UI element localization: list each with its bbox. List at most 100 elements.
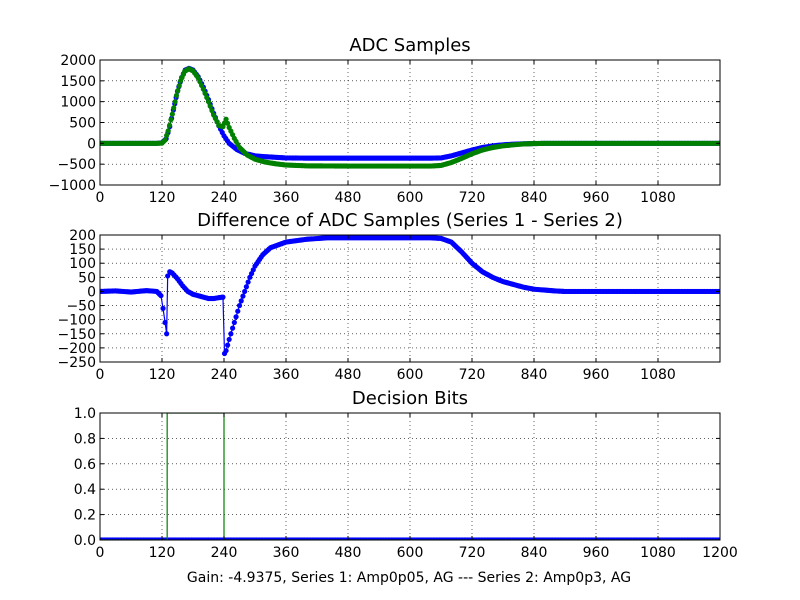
data-layer	[100, 235, 720, 357]
data-point	[233, 314, 239, 320]
x-tick-label: 960	[583, 545, 610, 561]
series-2	[100, 66, 720, 169]
y-tick-label: 200	[69, 228, 96, 244]
x-tick-label: 240	[211, 190, 238, 206]
chart-3: 0 120 240 360 480 600 720 840 960 1080 1200 0.0 0.2 0…	[74, 388, 738, 561]
x-tick-label: 1080	[640, 367, 676, 383]
data-point	[171, 105, 177, 111]
x-tick-label: 1080	[640, 190, 676, 206]
chart-title: Decision Bits	[352, 388, 468, 409]
y-tick-label: 0.4	[74, 482, 96, 498]
y-tick-label: −150	[58, 327, 96, 343]
data-point	[202, 90, 208, 96]
data-point	[207, 103, 213, 109]
x-tick-label: 960	[583, 190, 610, 206]
data-point	[242, 288, 248, 295]
data-layer	[100, 65, 720, 169]
data-point	[225, 342, 231, 348]
series-1	[100, 235, 720, 357]
y-tick-label: 100	[69, 256, 96, 272]
data-point	[166, 122, 173, 128]
charts-layer: 0 120 240 360 480 600 720 840 960 1080−1000−50005…	[49, 35, 738, 561]
x-tick-label: 600	[397, 190, 424, 206]
x-tick-label: 720	[459, 367, 486, 383]
x-tick-label: 840	[521, 545, 548, 561]
y-tick-label: 500	[69, 116, 96, 132]
y-tick-label: 0.0	[74, 533, 96, 549]
x-tick-label: 120	[149, 367, 176, 383]
data-point	[165, 273, 171, 279]
chart-1: 0 120 240 360 480 600 720 840 960 1080 −1000 −500 0 5…	[49, 35, 721, 206]
y-tick-label: 2000	[60, 53, 96, 69]
x-tick-label: 360	[273, 190, 300, 206]
data-point	[164, 331, 170, 337]
y-tick-label: 1.0	[74, 406, 96, 422]
y-tick-label: 0.8	[74, 431, 96, 447]
x-tick-label: 0	[96, 367, 105, 383]
figure-caption: Gain: -4.9375, Series 1: Amp0p05, AG ---…	[187, 570, 631, 586]
y-tick-label: 0.2	[74, 508, 96, 524]
data-point	[235, 308, 241, 314]
x-tick-label: 480	[335, 545, 362, 561]
data-point	[226, 336, 232, 343]
data-point	[165, 128, 171, 134]
data-point	[204, 94, 210, 101]
x-tick-label: 0	[96, 190, 105, 206]
chart-title: ADC Samples	[349, 35, 470, 56]
y-tick-label: 0	[87, 284, 96, 300]
data-point	[231, 319, 237, 326]
x-tick-label: 120	[149, 545, 176, 561]
data-point	[162, 319, 168, 326]
x-tick-label: 480	[335, 190, 362, 206]
x-tick-label: 240	[211, 545, 238, 561]
x-tick-label: 360	[273, 367, 300, 383]
data-point	[176, 83, 182, 89]
y-tick-label: 1500	[60, 74, 96, 90]
y-tick-label: 0.6	[74, 457, 96, 473]
data-point	[238, 298, 244, 304]
data-point	[164, 132, 170, 139]
data-point	[245, 279, 251, 285]
data-point	[172, 99, 178, 105]
data-point	[243, 284, 249, 290]
data-point	[225, 120, 231, 126]
y-tick-label: −200	[58, 341, 96, 357]
y-tick-label: −50	[66, 299, 96, 315]
y-tick-label: −1000	[49, 178, 96, 194]
y-tick-label: 50	[78, 270, 96, 286]
x-tick-label: 600	[397, 545, 424, 561]
data-point	[236, 302, 243, 309]
data-point	[162, 137, 168, 143]
x-tick-label: 720	[459, 190, 486, 206]
y-tick-label: 0	[87, 136, 96, 152]
y-tick-label: 150	[69, 242, 96, 258]
y-tick-label: 1000	[60, 95, 96, 111]
chart-2: 0 120 240 360 480 600 720 840 960 1080 −250−200−15…	[58, 210, 721, 383]
x-tick-label: 240	[211, 367, 238, 383]
data-point	[173, 92, 180, 99]
data-point	[200, 86, 206, 92]
x-tick-label: 600	[397, 367, 424, 383]
y-tick-label: −100	[58, 313, 96, 329]
x-tick-label: 1200	[702, 545, 738, 561]
x-tick-label: 840	[521, 190, 548, 206]
data-point	[160, 305, 166, 311]
data-point	[240, 293, 246, 299]
y-tick-label: −250	[58, 355, 96, 371]
data-point	[169, 111, 175, 117]
data-point	[230, 325, 236, 331]
data-layer	[100, 413, 720, 540]
data-point	[205, 99, 212, 105]
data-point	[717, 537, 720, 540]
x-tick-label: 840	[521, 367, 548, 383]
x-tick-label: 120	[149, 190, 176, 206]
x-tick-label: 0	[96, 545, 105, 561]
data-point	[223, 116, 229, 122]
series-1	[100, 537, 720, 540]
data-point	[223, 348, 229, 354]
x-tick-label: 360	[273, 545, 300, 561]
data-point	[209, 107, 215, 114]
x-tick-label: 1080	[640, 545, 676, 561]
